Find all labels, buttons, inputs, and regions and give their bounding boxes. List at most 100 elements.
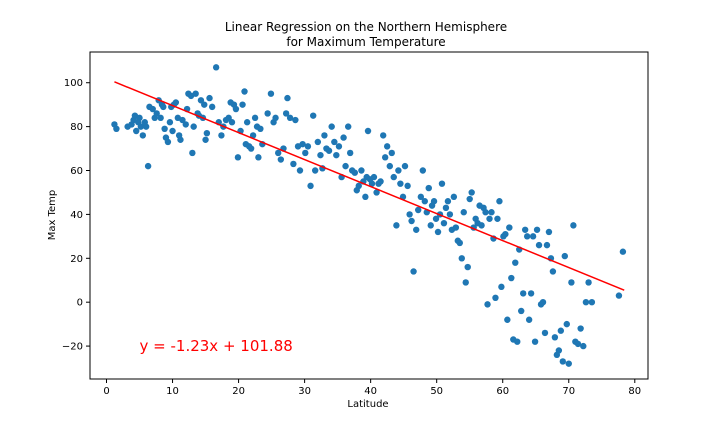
data-point — [466, 195, 473, 203]
data-point — [425, 184, 432, 192]
x-tick-label: 70 — [562, 386, 575, 397]
data-point — [225, 114, 232, 122]
data-point — [164, 138, 172, 146]
x-axis-ticks: 0 10 20 30 40 50 60 70 80 — [103, 379, 641, 397]
data-point — [585, 279, 592, 286]
data-point — [543, 241, 551, 249]
data-point — [388, 149, 395, 157]
data-point — [179, 116, 186, 124]
data-point — [482, 209, 489, 216]
data-point — [202, 136, 209, 143]
data-point — [335, 143, 343, 150]
data-point — [434, 228, 442, 236]
data-point — [557, 327, 565, 334]
data-point — [397, 180, 404, 187]
data-point — [307, 182, 314, 190]
y-axis-ticks: −20 0 20 40 60 80 100 — [62, 78, 90, 353]
data-point — [496, 198, 503, 205]
x-tick-label: 50 — [430, 386, 443, 397]
data-point — [525, 316, 533, 323]
data-point — [393, 222, 400, 229]
data-point — [362, 193, 369, 201]
chart-title-line-2: for Maximum Temperature — [286, 35, 445, 49]
data-point — [383, 143, 391, 150]
data-point — [342, 162, 349, 170]
y-tick-label: 0 — [77, 298, 83, 309]
y-axis-label: Max Temp — [47, 190, 58, 241]
data-point — [292, 116, 299, 124]
chart-title-line-1: Linear Regression on the Northern Hemisp… — [225, 20, 507, 34]
data-point — [563, 320, 570, 328]
data-point — [157, 114, 164, 122]
data-point — [514, 338, 521, 345]
data-point — [464, 263, 471, 271]
data-point — [201, 101, 208, 108]
data-point — [192, 90, 199, 97]
data-point — [255, 154, 262, 161]
data-point — [267, 90, 275, 97]
data-point — [555, 347, 563, 354]
plot-frame — [89, 51, 649, 380]
data-point — [577, 325, 584, 332]
data-point — [381, 154, 389, 161]
data-point — [328, 123, 335, 130]
data-point — [160, 103, 167, 111]
data-point — [239, 101, 246, 108]
data-point — [502, 230, 509, 238]
data-point — [311, 167, 319, 174]
data-point — [506, 224, 513, 231]
data-point — [325, 147, 333, 154]
x-axis-label: Latitude — [347, 399, 388, 410]
data-point — [228, 119, 236, 126]
data-point — [137, 123, 145, 130]
data-point — [177, 136, 184, 143]
data-point — [462, 279, 469, 286]
data-point — [580, 342, 587, 350]
data-point — [331, 138, 338, 146]
y-tick-label: 100 — [64, 78, 83, 89]
data-point — [468, 189, 475, 196]
data-point — [574, 340, 582, 348]
data-point — [438, 180, 446, 187]
data-point — [615, 292, 623, 299]
data-point — [570, 222, 577, 229]
data-point — [377, 178, 384, 185]
data-point — [401, 162, 409, 170]
data-point — [182, 121, 189, 128]
data-point — [190, 123, 197, 130]
data-point — [404, 182, 411, 190]
data-point — [113, 125, 120, 133]
y-tick-label: 20 — [70, 254, 83, 265]
data-point — [317, 151, 324, 159]
data-point — [232, 105, 240, 113]
data-point — [142, 123, 150, 130]
data-point — [234, 154, 242, 161]
data-point — [206, 94, 213, 102]
data-point — [523, 233, 531, 240]
data-point — [275, 149, 282, 157]
regression-layer — [114, 81, 625, 291]
data-point — [197, 97, 205, 104]
data-point — [408, 217, 415, 225]
data-point — [444, 198, 452, 205]
data-point — [533, 226, 541, 233]
data-point — [380, 132, 387, 139]
data-point — [373, 189, 380, 196]
data-point — [545, 228, 553, 236]
data-point — [535, 241, 543, 249]
data-point — [172, 99, 180, 106]
data-point — [189, 149, 196, 157]
y-tick-label: 40 — [70, 210, 83, 221]
data-point — [458, 255, 465, 262]
data-point — [478, 222, 485, 229]
data-point — [386, 162, 393, 170]
x-tick-label: 0 — [103, 386, 109, 397]
points-layer — [111, 64, 627, 367]
data-point — [519, 290, 527, 297]
data-point — [284, 94, 291, 102]
y-tick-label: 80 — [70, 122, 83, 133]
data-point — [314, 138, 322, 146]
data-point — [518, 307, 525, 315]
data-point — [456, 239, 463, 247]
